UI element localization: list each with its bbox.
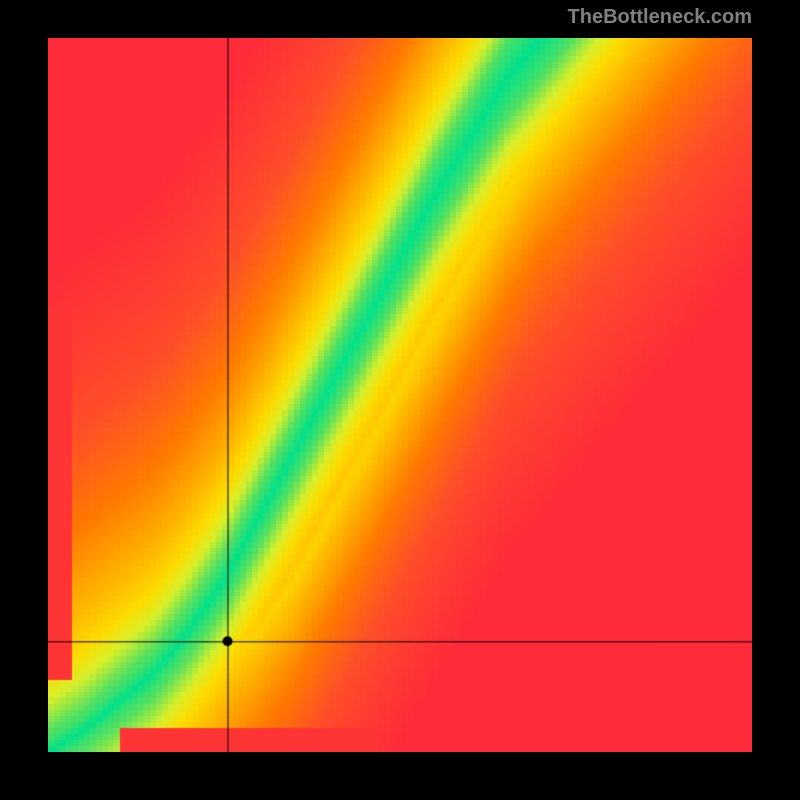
watermark-text: TheBottleneck.com [568,6,752,29]
bottleneck-heatmap [48,38,752,752]
